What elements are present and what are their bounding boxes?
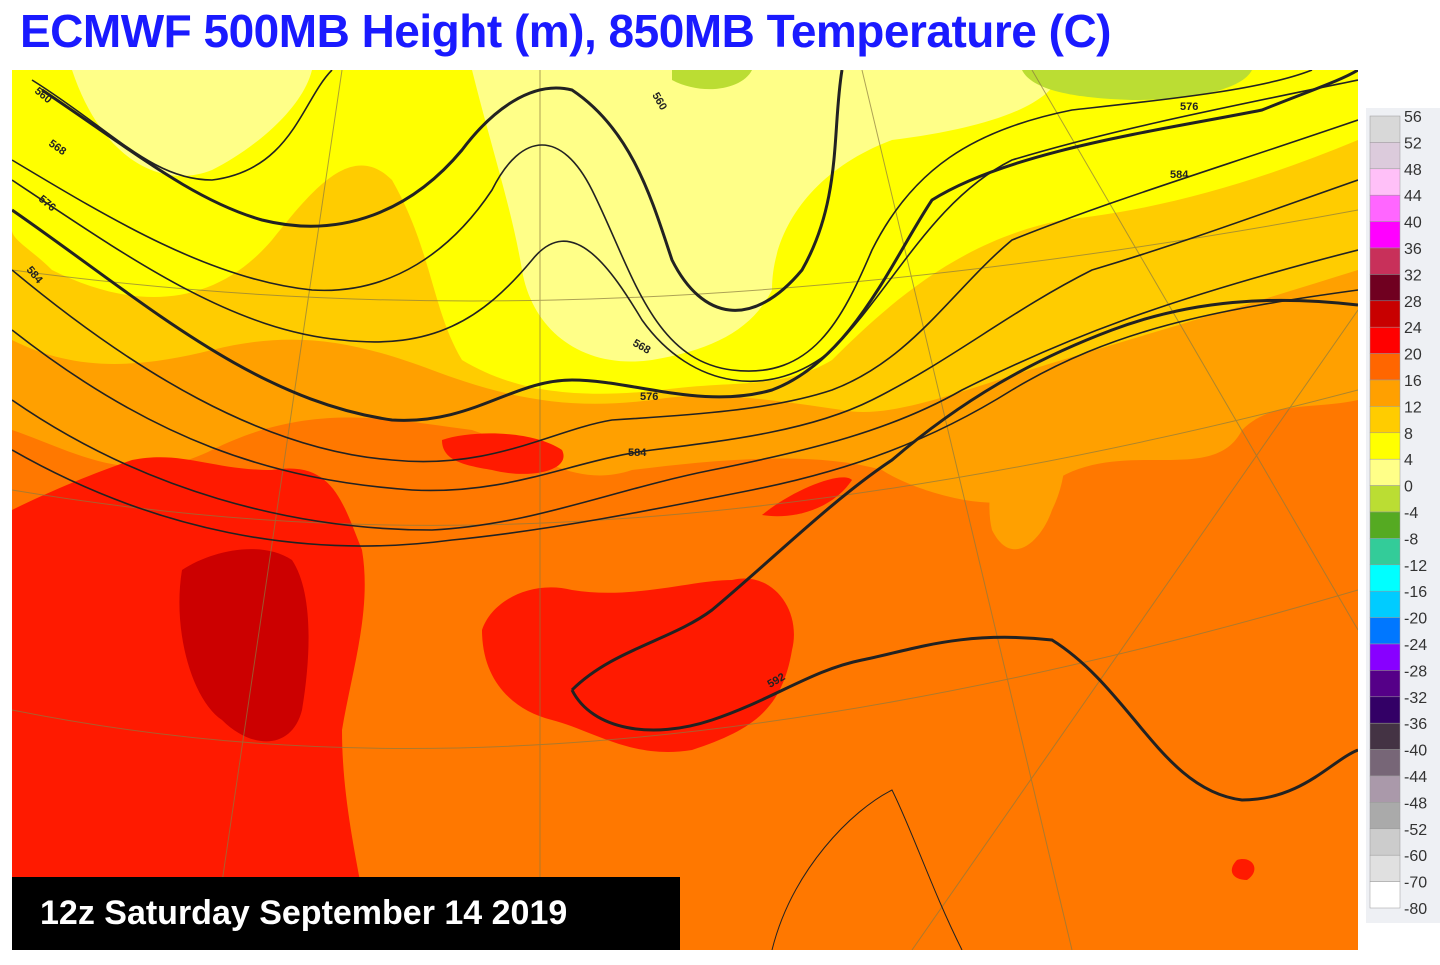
- colorbar-bin: [1369, 696, 1401, 724]
- contour-592-low: [570, 635, 1358, 802]
- colorbar-bin: [1369, 142, 1401, 170]
- contour-label: 584: [628, 447, 647, 459]
- colorbar-bin: [1369, 881, 1401, 909]
- colorbar-label: 8: [1404, 426, 1413, 443]
- colorbar-label: -60: [1404, 848, 1427, 865]
- colorbar-label: -28: [1404, 663, 1427, 680]
- colorbar-bin: [1369, 221, 1401, 249]
- colorbar-label: 28: [1404, 294, 1422, 311]
- colorbar-bin: [1369, 670, 1401, 698]
- colorbar-bin: [1369, 247, 1401, 275]
- colorbar-label: -20: [1404, 611, 1427, 628]
- colorbar-bin: [1369, 485, 1401, 513]
- colorbar-bin: [1369, 749, 1401, 777]
- colorbar-label: 12: [1404, 399, 1422, 416]
- colorbar-label: -12: [1404, 558, 1427, 575]
- colorbar-bin: [1369, 828, 1401, 856]
- temp-field-green-2: [672, 70, 752, 90]
- map-title: ECMWF 500MB Height (m), 850MB Temperatur…: [20, 5, 1112, 57]
- contour-label: 584: [1170, 169, 1189, 181]
- colorbar-bin: [1369, 854, 1401, 882]
- valid-time-label: 12z Saturday September 14 2019: [12, 877, 680, 950]
- colorbar-label: -40: [1404, 743, 1427, 760]
- colorbar-label: 32: [1404, 267, 1422, 284]
- temp-field-hot-north: [442, 433, 564, 474]
- temp-field-coldest: [472, 70, 1062, 362]
- colorbar-bin: [1369, 590, 1401, 618]
- temp-field-hot-plains: [482, 578, 794, 753]
- colorbar-label: 4: [1404, 452, 1413, 469]
- temp-field-mild-east: [989, 400, 1066, 550]
- colorbar: 565248444036322824201612840-4-8-12-16-20…: [1366, 108, 1440, 923]
- colorbar-label: -80: [1404, 901, 1427, 918]
- colorbar-bin: [1369, 353, 1401, 381]
- colorbar-label: 16: [1404, 373, 1422, 390]
- colorbar-label: 52: [1404, 135, 1422, 152]
- colorbar-label: 24: [1404, 320, 1422, 337]
- colorbar-bin: [1369, 511, 1401, 539]
- colorbar-bin: [1369, 775, 1401, 803]
- temp-field-hot-streak: [762, 477, 852, 517]
- colorbar-bin: [1369, 802, 1401, 830]
- temp-field-hot-caribbean: [1231, 859, 1255, 880]
- colorbar-bin: [1369, 617, 1401, 645]
- temp-field-very-hot: [179, 549, 309, 742]
- colorbar-bin: [1369, 274, 1401, 302]
- colorbar-bin: [1369, 379, 1401, 407]
- colorbar-label: 56: [1404, 109, 1422, 126]
- contour-560: [41, 70, 844, 312]
- colorbar-label: 20: [1404, 347, 1422, 364]
- weather-map: 560 568 576 584 560 568 576 584 576 584 …: [12, 70, 1358, 950]
- colorbar-label: -36: [1404, 716, 1427, 733]
- colorbar-bin: [1369, 564, 1401, 592]
- height-contours: [12, 70, 1358, 950]
- colorbar-bin: [1369, 458, 1401, 486]
- colorbar-label: -32: [1404, 690, 1427, 707]
- contour-label: 576: [1180, 101, 1198, 113]
- colorbar-label: -4: [1404, 505, 1418, 522]
- colorbar-bin: [1369, 326, 1401, 354]
- colorbar-bin: [1369, 406, 1401, 434]
- temp-field-green: [1022, 70, 1252, 100]
- colorbar-label: -70: [1404, 875, 1427, 892]
- colorbar-bin: [1369, 168, 1401, 196]
- graticule: [12, 70, 1358, 950]
- colorbar-label: -24: [1404, 637, 1427, 654]
- colorbar-bin: [1369, 300, 1401, 328]
- colorbar-label: 36: [1404, 241, 1422, 258]
- colorbar-label: 40: [1404, 215, 1422, 232]
- colorbar-label: -52: [1404, 822, 1427, 839]
- contour-label: 576: [640, 391, 658, 403]
- colorbar-label: -48: [1404, 795, 1427, 812]
- colorbar-label: -16: [1404, 584, 1427, 601]
- colorbar-bin: [1369, 432, 1401, 460]
- colorbar-label: 0: [1404, 479, 1413, 496]
- colorbar-label: -44: [1404, 769, 1427, 786]
- colorbar-bin: [1369, 722, 1401, 750]
- colorbar-bin: [1369, 643, 1401, 671]
- colorbar-label: -8: [1404, 531, 1418, 548]
- colorbar-bin: [1369, 115, 1401, 143]
- contour-592: [570, 298, 1358, 692]
- colorbar-label: 48: [1404, 162, 1422, 179]
- colorbar-bin: [1369, 194, 1401, 222]
- colorbar-label: 44: [1404, 188, 1422, 205]
- colorbar-bin: [1369, 538, 1401, 566]
- contour-576: [12, 70, 1358, 422]
